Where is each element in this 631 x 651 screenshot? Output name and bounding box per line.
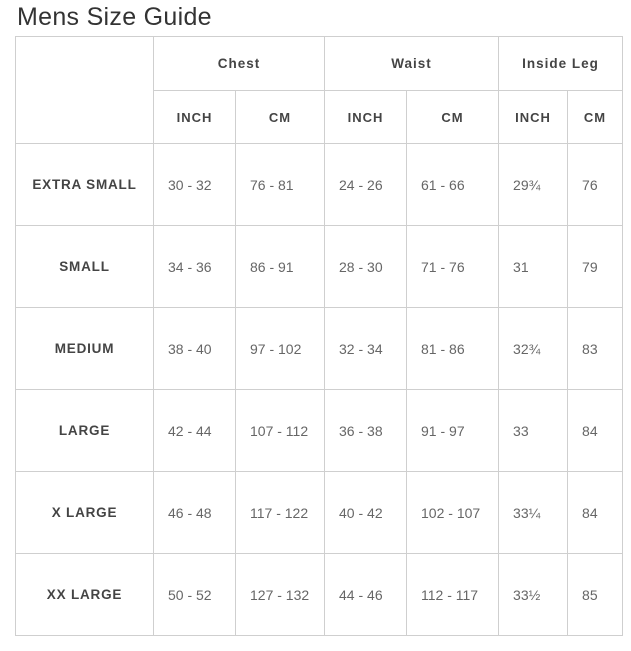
cell-leg-cm: 83 bbox=[567, 307, 624, 390]
header-leg-cm: CM bbox=[567, 90, 624, 144]
cell-waist-in: 36 - 38 bbox=[324, 389, 408, 472]
cell-chest-cm: 117 - 122 bbox=[234, 471, 326, 554]
header-waist-cm: CM bbox=[406, 90, 500, 144]
cell-chest-cm: 76 - 81 bbox=[234, 143, 326, 226]
size-label: XX LARGE bbox=[15, 553, 154, 636]
size-label: LARGE bbox=[15, 389, 154, 472]
cell-chest-in: 38 - 40 bbox=[153, 307, 236, 390]
header-chest-cm: CM bbox=[234, 90, 326, 144]
cell-chest-cm: 127 - 132 bbox=[234, 553, 326, 636]
size-label: X LARGE bbox=[15, 471, 154, 554]
cell-leg-in: 33½ bbox=[498, 553, 569, 636]
cell-chest-in: 34 - 36 bbox=[153, 225, 236, 308]
cell-waist-in: 28 - 30 bbox=[324, 225, 408, 308]
cell-leg-cm: 84 bbox=[567, 389, 624, 472]
cell-waist-cm: 91 - 97 bbox=[406, 389, 500, 472]
cell-leg-in: 29¾ bbox=[498, 143, 569, 226]
cell-chest-in: 42 - 44 bbox=[153, 389, 236, 472]
cell-leg-cm: 84 bbox=[567, 471, 624, 554]
corner-cell bbox=[15, 36, 154, 144]
cell-chest-in: 50 - 52 bbox=[153, 553, 236, 636]
cell-waist-cm: 61 - 66 bbox=[406, 143, 500, 226]
cell-waist-cm: 71 - 76 bbox=[406, 225, 500, 308]
header-waist: Waist bbox=[324, 36, 500, 91]
header-chest: Chest bbox=[152, 36, 326, 91]
table-row: MEDIUM 38 - 40 97 - 102 32 - 34 81 - 86 32¾ 83 bbox=[15, 307, 624, 390]
size-label: MEDIUM bbox=[15, 307, 154, 390]
cell-leg-in: 33¼ bbox=[498, 471, 569, 554]
cell-leg-cm: 79 bbox=[567, 225, 624, 308]
cell-leg-in: 31 bbox=[498, 225, 569, 308]
cell-waist-cm: 81 - 86 bbox=[406, 307, 500, 390]
cell-chest-cm: 107 - 112 bbox=[234, 389, 326, 472]
header-inside-leg: Inside Leg bbox=[498, 36, 624, 91]
cell-waist-cm: 102 - 107 bbox=[406, 471, 500, 554]
cell-chest-in: 30 - 32 bbox=[153, 143, 236, 226]
cell-leg-in: 33 bbox=[498, 389, 569, 472]
cell-waist-cm: 112 - 117 bbox=[406, 553, 500, 636]
cell-waist-in: 32 - 34 bbox=[324, 307, 408, 390]
table-row: EXTRA SMALL 30 - 32 76 - 81 24 - 26 61 - 66 2… bbox=[15, 143, 624, 226]
cell-waist-in: 44 - 46 bbox=[324, 553, 408, 636]
size-guide-table: Chest Waist Inside Leg INCH CM INCH CM I… bbox=[15, 36, 624, 636]
header-row-groups: Chest Waist Inside Leg bbox=[15, 36, 624, 144]
header-waist-inch: INCH bbox=[324, 90, 408, 144]
table-row: SMALL 34 - 36 86 - 91 28 - 30 71 - 76 31 79 bbox=[15, 225, 624, 308]
cell-leg-cm: 85 bbox=[567, 553, 624, 636]
header-row-units: INCH CM INCH CM INCH CM bbox=[16, 90, 624, 144]
table-row: X LARGE 46 - 48 117 - 122 40 - 42 102 - 107 3… bbox=[15, 471, 624, 554]
cell-chest-in: 46 - 48 bbox=[153, 471, 236, 554]
size-label: SMALL bbox=[15, 225, 154, 308]
header-leg-inch: INCH bbox=[498, 90, 569, 144]
cell-chest-cm: 86 - 91 bbox=[234, 225, 326, 308]
cell-leg-cm: 76 bbox=[567, 143, 624, 226]
table-row: XX LARGE 50 - 52 127 - 132 44 - 46 112 - 117… bbox=[15, 553, 624, 636]
cell-waist-in: 24 - 26 bbox=[324, 143, 408, 226]
cell-leg-in: 32¾ bbox=[498, 307, 569, 390]
size-label: EXTRA SMALL bbox=[15, 143, 154, 226]
page-title: Mens Size Guide bbox=[17, 3, 212, 31]
cell-chest-cm: 97 - 102 bbox=[234, 307, 326, 390]
header-chest-inch: INCH bbox=[153, 90, 236, 144]
table-row: LARGE 42 - 44 107 - 112 36 - 38 91 - 97 33 84 bbox=[15, 389, 624, 472]
cell-waist-in: 40 - 42 bbox=[324, 471, 408, 554]
